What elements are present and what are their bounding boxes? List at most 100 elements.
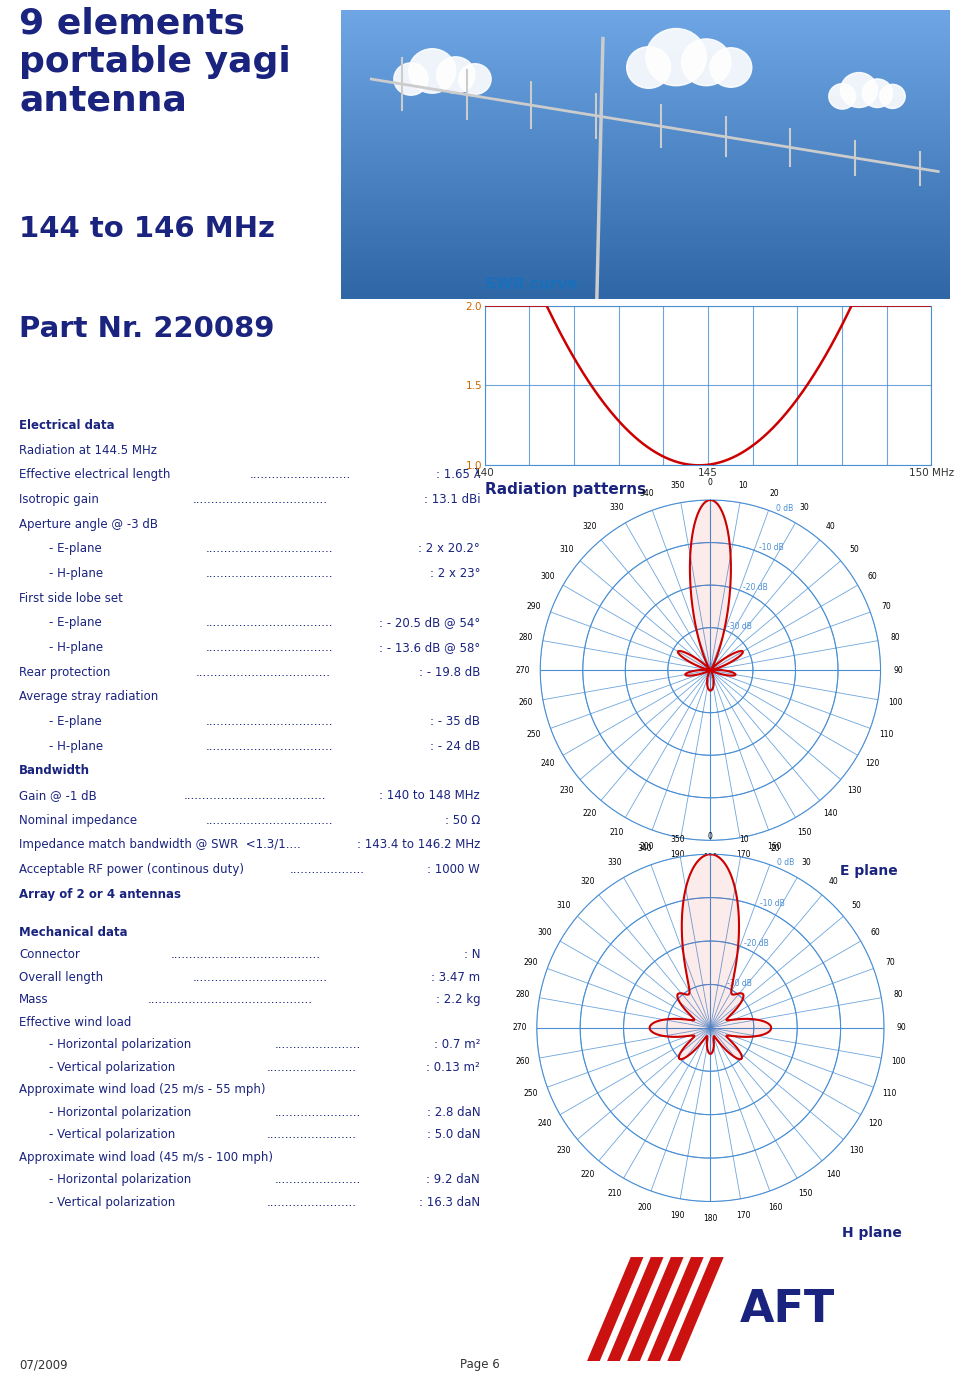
- Bar: [341, 76, 950, 79]
- Bar: [341, 42, 950, 44]
- Circle shape: [710, 47, 752, 88]
- Text: Impedance match bandwidth @ SWR  <1.3/1....: Impedance match bandwidth @ SWR <1.3/1..…: [19, 839, 300, 851]
- Bar: [341, 275, 950, 278]
- Polygon shape: [587, 1257, 643, 1361]
- Bar: [341, 79, 950, 82]
- Bar: [341, 165, 950, 168]
- Bar: [341, 111, 950, 114]
- Bar: [341, 151, 950, 154]
- Polygon shape: [607, 1257, 663, 1361]
- Circle shape: [841, 72, 877, 107]
- Text: .......................: .......................: [275, 1174, 361, 1186]
- Bar: [341, 31, 950, 33]
- Text: ....................................: ....................................: [193, 971, 328, 983]
- Bar: [341, 232, 950, 235]
- Bar: [341, 189, 950, 192]
- Text: ........................................: ........................................: [171, 949, 321, 961]
- Text: : N: : N: [464, 949, 480, 961]
- Text: : 2.8 daN: : 2.8 daN: [426, 1106, 480, 1118]
- Circle shape: [459, 64, 492, 94]
- Bar: [341, 194, 950, 197]
- Text: - H-plane: - H-plane: [19, 740, 104, 753]
- Text: : - 35 dB: : - 35 dB: [430, 715, 480, 728]
- Bar: [341, 133, 950, 138]
- Text: Approximate wind load (45 m/s - 100 mph): Approximate wind load (45 m/s - 100 mph): [19, 1150, 274, 1164]
- Bar: [341, 186, 950, 189]
- Bar: [341, 154, 950, 157]
- Text: : - 19.8 dB: : - 19.8 dB: [419, 665, 480, 679]
- Text: SWR curve: SWR curve: [485, 276, 577, 292]
- Bar: [341, 33, 950, 36]
- Bar: [341, 171, 950, 175]
- Bar: [341, 210, 950, 213]
- Text: ......................................: ......................................: [183, 789, 325, 801]
- Bar: [341, 240, 950, 243]
- Bar: [341, 10, 950, 13]
- Bar: [341, 15, 950, 18]
- Text: : 143.4 to 146.2 MHz: : 143.4 to 146.2 MHz: [357, 839, 480, 851]
- Text: ........................: ........................: [267, 1128, 357, 1142]
- Bar: [341, 261, 950, 264]
- Text: Connector: Connector: [19, 949, 80, 961]
- Text: Electrical data: Electrical data: [19, 419, 115, 432]
- Bar: [341, 267, 950, 269]
- Text: ..................................: ..................................: [206, 740, 333, 753]
- Bar: [341, 99, 950, 103]
- Circle shape: [646, 29, 707, 86]
- Bar: [341, 258, 950, 261]
- Polygon shape: [627, 1257, 684, 1361]
- Text: ..................................: ..................................: [206, 543, 333, 556]
- Text: Mass: Mass: [19, 993, 49, 1006]
- Bar: [341, 296, 950, 299]
- Bar: [341, 90, 950, 93]
- Text: : 5.0 daN: : 5.0 daN: [426, 1128, 480, 1142]
- Bar: [341, 146, 950, 149]
- Circle shape: [828, 83, 855, 110]
- Bar: [341, 47, 950, 50]
- Bar: [341, 65, 950, 68]
- Text: First side lobe set: First side lobe set: [19, 592, 123, 604]
- Text: - Vertical polarization: - Vertical polarization: [19, 1128, 176, 1142]
- Text: : - 20.5 dB @ 54°: : - 20.5 dB @ 54°: [379, 617, 480, 629]
- Bar: [341, 18, 950, 21]
- Text: : - 24 dB: : - 24 dB: [430, 740, 480, 753]
- Text: : - 13.6 dB @ 58°: : - 13.6 dB @ 58°: [379, 642, 480, 654]
- Text: ..................................: ..................................: [206, 617, 333, 629]
- Text: - E-plane: - E-plane: [19, 543, 102, 556]
- Text: : 0.13 m²: : 0.13 m²: [426, 1061, 480, 1074]
- Text: : 2.2 kg: : 2.2 kg: [436, 993, 480, 1006]
- Text: Part Nr. 220089: Part Nr. 220089: [19, 315, 275, 343]
- Text: Gain @ -1 dB: Gain @ -1 dB: [19, 789, 97, 801]
- Bar: [341, 163, 950, 165]
- Text: ..................................: ..................................: [206, 814, 333, 826]
- Text: : 3.47 m: : 3.47 m: [431, 971, 480, 983]
- Text: .......................: .......................: [275, 1106, 361, 1118]
- Text: Acceptable RF power (continous duty): Acceptable RF power (continous duty): [19, 863, 244, 876]
- Text: : 1000 W: : 1000 W: [427, 863, 480, 876]
- Text: 144 to 146 MHz: 144 to 146 MHz: [19, 215, 276, 243]
- Bar: [341, 200, 950, 203]
- Circle shape: [437, 57, 475, 93]
- Polygon shape: [650, 854, 771, 1060]
- Bar: [341, 93, 950, 96]
- Bar: [341, 238, 950, 240]
- Bar: [341, 61, 950, 65]
- Bar: [341, 288, 950, 290]
- Bar: [341, 36, 950, 39]
- Bar: [341, 192, 950, 194]
- Text: Page 6: Page 6: [460, 1358, 500, 1371]
- Bar: [341, 56, 950, 58]
- Text: Overall length: Overall length: [19, 971, 104, 983]
- Bar: [341, 213, 950, 215]
- Bar: [341, 269, 950, 272]
- Text: - Vertical polarization: - Vertical polarization: [19, 1061, 176, 1074]
- Bar: [341, 218, 950, 221]
- Bar: [341, 229, 950, 232]
- Bar: [341, 114, 950, 117]
- Bar: [341, 293, 950, 296]
- Circle shape: [409, 49, 456, 93]
- Text: ..................................: ..................................: [206, 715, 333, 728]
- Polygon shape: [667, 1257, 724, 1361]
- Bar: [341, 106, 950, 108]
- Bar: [341, 108, 950, 111]
